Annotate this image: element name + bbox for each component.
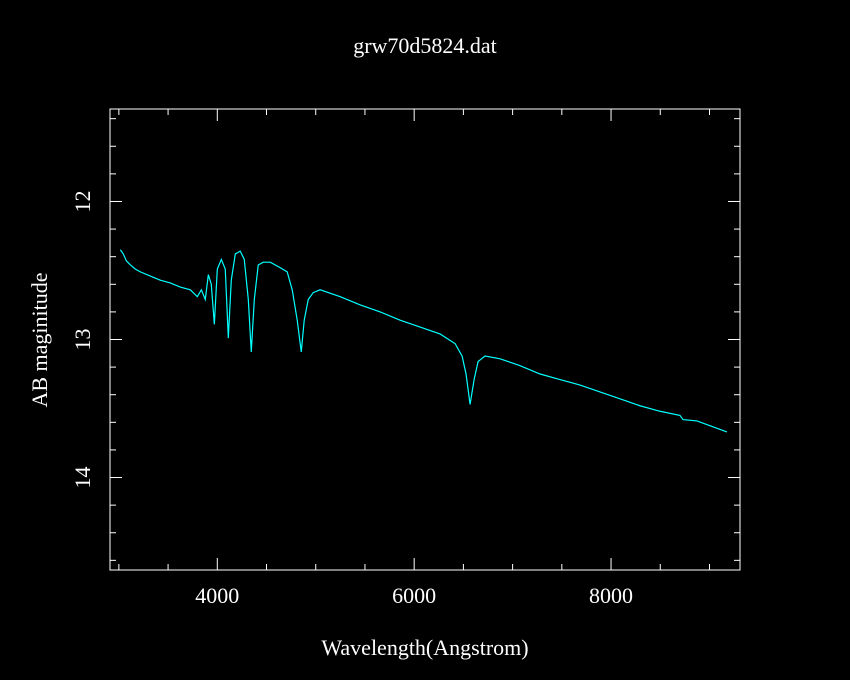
y-tick-label: 13 (70, 329, 95, 351)
y-tick-label: 14 (70, 467, 95, 489)
x-tick-label: 6000 (392, 583, 436, 608)
plot-frame (109, 108, 741, 571)
chart-title: grw70d5824.dat (353, 33, 497, 58)
y-axis-label: AB maginitude (27, 272, 52, 407)
x-tick-label: 4000 (195, 583, 239, 608)
spectrum-line (119, 249, 728, 433)
x-axis-label: Wavelength(Angstrom) (321, 635, 528, 660)
x-tick-label: 8000 (589, 583, 633, 608)
y-tick-label: 12 (70, 190, 95, 212)
